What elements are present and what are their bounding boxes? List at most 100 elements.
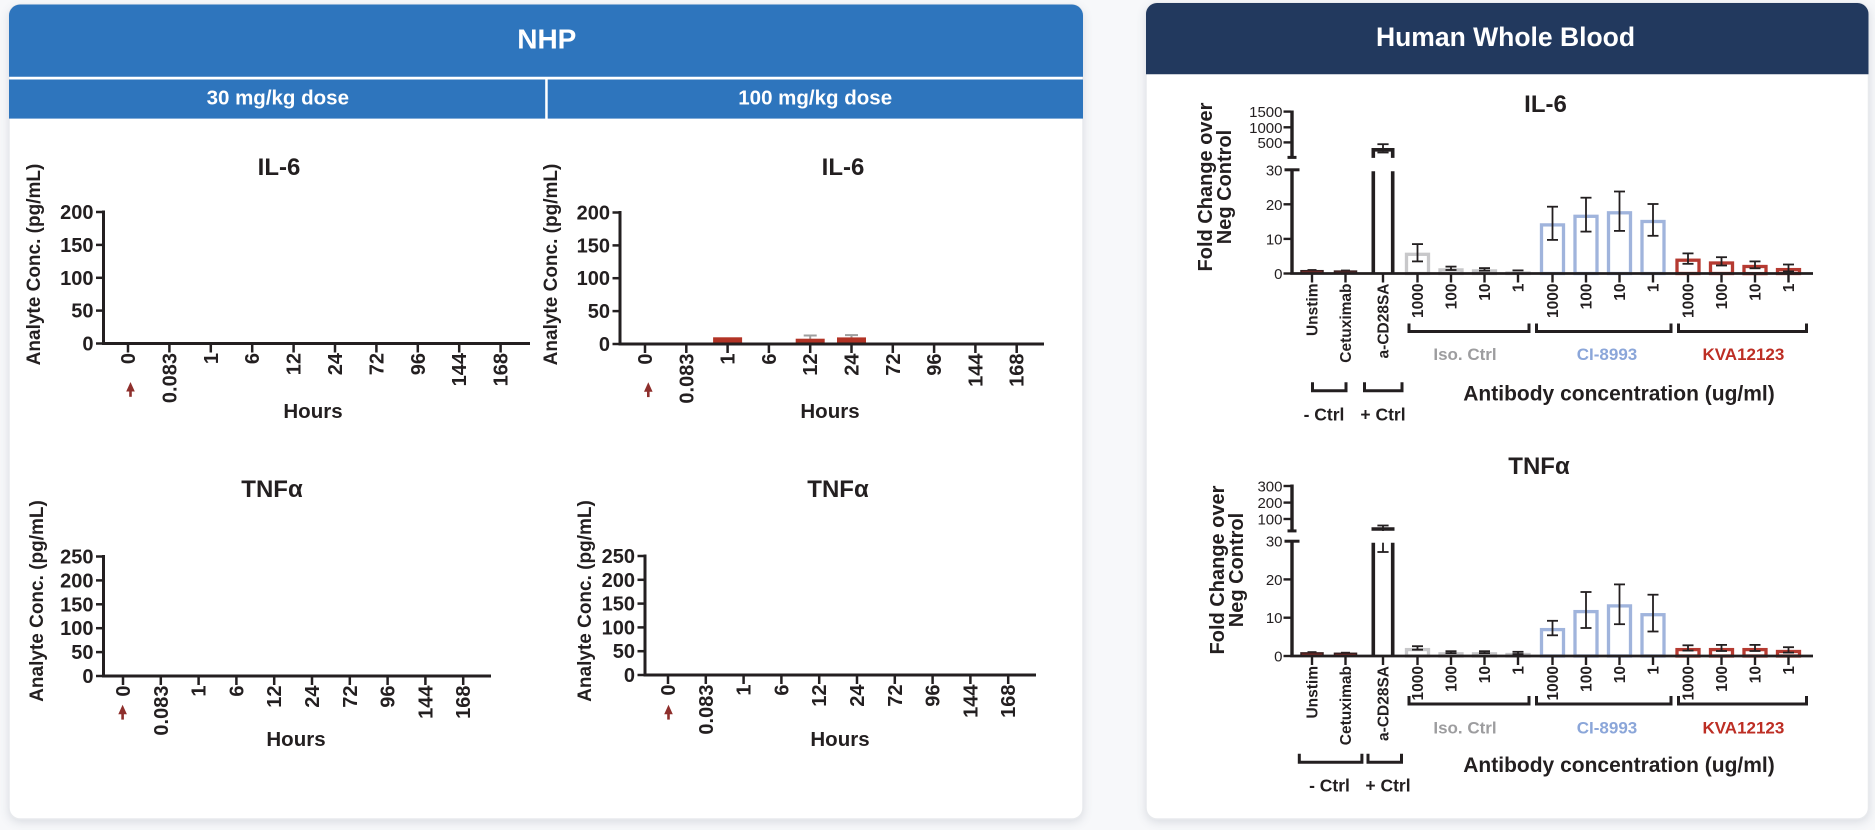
svg-text:100: 100 — [1444, 284, 1461, 310]
svg-text:KVA12123: KVA12123 — [1702, 719, 1784, 738]
svg-text:10: 10 — [1748, 284, 1765, 301]
svg-text:Antibody concentration (ug/ml): Antibody concentration (ug/ml) — [1463, 383, 1774, 406]
svg-text:- Ctrl: - Ctrl — [1309, 775, 1350, 795]
svg-text:24: 24 — [842, 353, 864, 376]
svg-text:Cetuximab: Cetuximab — [1338, 284, 1355, 363]
svg-text:10: 10 — [1477, 666, 1494, 683]
svg-text:168: 168 — [453, 686, 475, 719]
svg-text:50: 50 — [588, 301, 610, 323]
svg-text:Cetuximab: Cetuximab — [1338, 666, 1355, 745]
svg-text:100: 100 — [1257, 512, 1282, 529]
svg-text:24: 24 — [847, 684, 869, 707]
svg-text:1000: 1000 — [1545, 284, 1562, 318]
svg-text:250: 250 — [60, 547, 93, 569]
svg-text:6: 6 — [759, 354, 781, 365]
svg-text:Hours: Hours — [283, 400, 342, 423]
svg-text:10: 10 — [1266, 231, 1283, 248]
svg-text:Neg Control: Neg Control — [1226, 513, 1248, 627]
svg-text:0: 0 — [82, 334, 93, 356]
svg-text:72: 72 — [340, 686, 362, 708]
svg-text:1: 1 — [189, 686, 211, 697]
svg-text:6: 6 — [226, 686, 248, 697]
svg-text:Neg Control: Neg Control — [1214, 130, 1236, 244]
svg-text:Unstim: Unstim — [1305, 666, 1322, 719]
svg-text:10: 10 — [1266, 610, 1283, 627]
svg-text:+ Ctrl: + Ctrl — [1360, 405, 1405, 425]
svg-text:1: 1 — [201, 353, 223, 364]
svg-text:20: 20 — [1266, 197, 1283, 214]
svg-text:150: 150 — [577, 235, 610, 257]
svg-text:1: 1 — [1781, 666, 1798, 675]
svg-text:Iso. Ctrl: Iso. Ctrl — [1433, 719, 1496, 738]
svg-text:0: 0 — [113, 686, 135, 697]
svg-text:30 mg/kg dose: 30 mg/kg dose — [207, 87, 349, 110]
svg-text:250: 250 — [602, 546, 635, 568]
svg-text:0.083: 0.083 — [676, 354, 698, 404]
svg-text:150: 150 — [602, 594, 635, 616]
svg-text:200: 200 — [577, 203, 610, 225]
svg-text:100 mg/kg dose: 100 mg/kg dose — [738, 87, 892, 110]
svg-text:Hours: Hours — [800, 400, 859, 423]
svg-text:6: 6 — [771, 685, 793, 696]
svg-text:1000: 1000 — [1410, 284, 1427, 318]
svg-text:100: 100 — [1714, 284, 1731, 310]
svg-text:100: 100 — [577, 268, 610, 290]
svg-text:TNFα: TNFα — [241, 476, 303, 503]
svg-text:10: 10 — [1477, 284, 1494, 301]
svg-text:0.083: 0.083 — [696, 685, 718, 735]
svg-text:- Ctrl: - Ctrl — [1304, 405, 1345, 425]
svg-text:24: 24 — [325, 352, 347, 375]
svg-text:Hours: Hours — [810, 728, 869, 751]
svg-text:TNFα: TNFα — [807, 476, 869, 503]
svg-text:NHP: NHP — [517, 24, 576, 55]
svg-text:144: 144 — [965, 353, 987, 387]
svg-text:100: 100 — [1579, 666, 1596, 692]
svg-text:168: 168 — [1007, 353, 1029, 386]
svg-text:Hours: Hours — [266, 728, 325, 751]
svg-text:0: 0 — [624, 665, 635, 687]
svg-text:IL-6: IL-6 — [822, 154, 865, 181]
svg-text:144: 144 — [449, 352, 471, 386]
svg-text:72: 72 — [885, 685, 907, 707]
svg-text:12: 12 — [284, 353, 306, 375]
svg-text:72: 72 — [366, 353, 388, 375]
svg-text:144: 144 — [960, 684, 982, 718]
svg-text:Fold Change over: Fold Change over — [1195, 102, 1217, 271]
svg-text:CI-8993: CI-8993 — [1577, 719, 1637, 738]
svg-text:Analyte Conc. (pg/mL): Analyte Conc. (pg/mL) — [24, 164, 45, 366]
svg-text:1: 1 — [1511, 666, 1528, 675]
svg-text:1500: 1500 — [1249, 104, 1282, 121]
svg-text:1: 1 — [1781, 283, 1798, 292]
svg-text:100: 100 — [1444, 666, 1461, 692]
svg-text:500: 500 — [1257, 135, 1282, 152]
svg-text:96: 96 — [924, 354, 946, 376]
svg-text:100: 100 — [60, 268, 93, 290]
svg-text:0: 0 — [658, 685, 680, 696]
svg-text:0: 0 — [1274, 649, 1282, 666]
svg-text:0.083: 0.083 — [151, 686, 173, 736]
svg-text:10: 10 — [1612, 284, 1629, 301]
svg-text:12: 12 — [800, 354, 822, 376]
svg-text:200: 200 — [602, 570, 635, 592]
svg-text:0: 0 — [82, 666, 93, 688]
svg-text:IL-6: IL-6 — [1524, 91, 1567, 118]
svg-text:TNFα: TNFα — [1508, 453, 1570, 480]
svg-text:10: 10 — [1748, 666, 1765, 683]
svg-text:1000: 1000 — [1410, 666, 1427, 700]
svg-text:1000: 1000 — [1249, 120, 1282, 137]
svg-text:Analyte Conc. (pg/mL): Analyte Conc. (pg/mL) — [575, 500, 596, 702]
svg-text:0: 0 — [599, 334, 610, 356]
svg-text:0: 0 — [118, 353, 140, 364]
svg-text:a-CD28SA: a-CD28SA — [1376, 666, 1393, 741]
svg-text:200: 200 — [60, 570, 93, 592]
svg-text:1: 1 — [1511, 283, 1528, 292]
svg-text:0: 0 — [635, 354, 657, 365]
svg-text:24: 24 — [302, 685, 324, 708]
svg-text:IL-6: IL-6 — [258, 154, 301, 181]
svg-text:200: 200 — [60, 202, 93, 224]
svg-text:10: 10 — [1612, 666, 1629, 683]
svg-text:12: 12 — [264, 686, 286, 708]
svg-text:144: 144 — [415, 685, 437, 719]
svg-text:100: 100 — [1714, 666, 1731, 692]
svg-text:1: 1 — [1646, 666, 1663, 675]
